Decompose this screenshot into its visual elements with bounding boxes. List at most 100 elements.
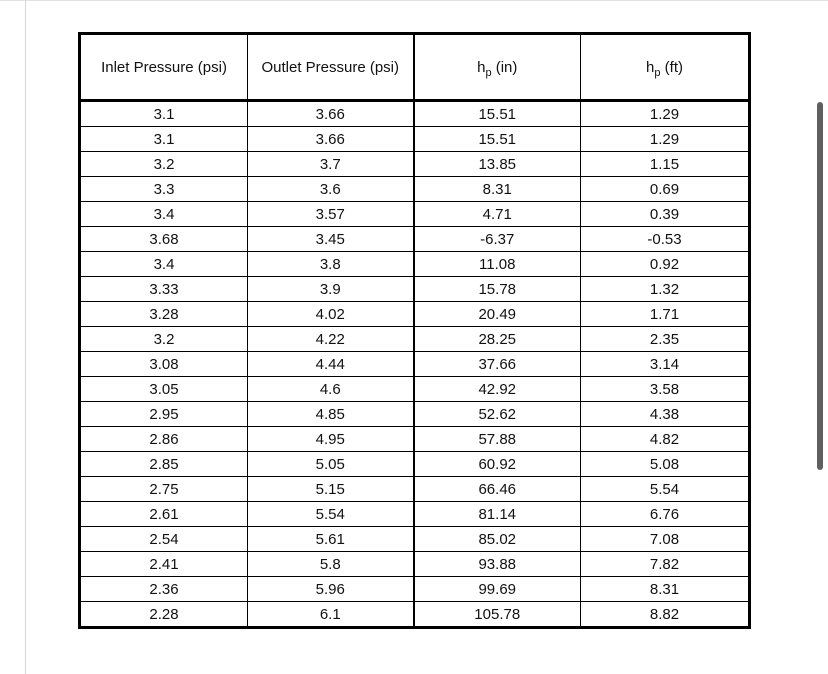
table-cell: 3.14 [580,351,750,377]
table-cell: 2.36 [79,576,248,602]
pressure-data-table: Inlet Pressure (psi) Outlet Pressure (ps… [78,32,751,629]
table-cell: 5.96 [247,576,414,602]
table-cell: 57.88 [412,426,581,452]
table-cell: 3.2 [79,151,248,177]
table-cell: 37.66 [412,351,581,377]
header-text: Inlet Pressure (psi) [101,58,227,76]
page-top-border [0,0,828,1]
page-left-border [25,0,26,674]
table-cell: 2.61 [79,501,248,527]
table-cell: 15.51 [412,100,581,127]
table-cell: 52.62 [412,401,581,427]
table-cell: 7.82 [580,551,750,577]
table-row: 2.85 5.05 60.92 5.08 [79,451,750,477]
table-cell: 4.82 [580,426,750,452]
table-cell: 15.78 [412,276,581,302]
table-row: 3.4 3.57 4.71 0.39 [79,201,750,227]
table-cell: 0.92 [580,251,750,277]
table-cell: 0.69 [580,176,750,202]
table-cell: 4.95 [247,426,414,452]
table-cell: 3.1 [79,126,248,152]
table-cell: 1.71 [580,301,750,327]
table-cell: 8.31 [580,576,750,602]
table-cell: 1.29 [580,126,750,152]
table-cell: 93.88 [412,551,581,577]
table-row: 2.61 5.54 81.14 6.76 [79,501,750,527]
table-cell: -6.37 [412,226,581,252]
table-row: 3.08 4.44 37.66 3.14 [79,351,750,377]
table-cell: 3.33 [79,276,248,302]
table-cell: 11.08 [412,251,581,277]
table-cell: 2.86 [79,426,248,452]
header-subscript: p [485,66,492,79]
table-cell: 81.14 [412,501,581,527]
table-cell: 2.28 [79,601,248,628]
table-cell: 20.49 [412,301,581,327]
table-cell: 3.57 [247,201,414,227]
table-cell: 1.32 [580,276,750,302]
table-cell: 8.31 [412,176,581,202]
table-row: 3.1 3.66 15.51 1.29 [79,126,750,152]
table-cell: 0.39 [580,201,750,227]
table-cell: 28.25 [412,326,581,352]
table-cell: 3.9 [247,276,414,302]
col-header-hp-ft: hp (ft) [580,33,750,102]
scrollbar-track[interactable] [812,0,828,674]
table-cell: 5.08 [580,451,750,477]
table-header-row: Inlet Pressure (psi) Outlet Pressure (ps… [79,33,750,102]
table-cell: 3.08 [79,351,248,377]
header-text: h [477,58,486,76]
table-cell: 5.8 [247,551,414,577]
table-row: 3.4 3.8 11.08 0.92 [79,251,750,277]
table-cell: 4.44 [247,351,414,377]
table-row: 2.36 5.96 99.69 8.31 [79,576,750,602]
table-row: 3.2 3.7 13.85 1.15 [79,151,750,177]
table-cell: 3.4 [79,251,248,277]
table-cell: 3.05 [79,376,248,402]
table-cell: 6.76 [580,501,750,527]
table-cell: 3.4 [79,201,248,227]
col-header-outlet-pressure: Outlet Pressure (psi) [247,33,414,102]
table-cell: 2.35 [580,326,750,352]
table-cell: 2.41 [79,551,248,577]
table-cell: 3.28 [79,301,248,327]
table-cell: 2.95 [79,401,248,427]
table-row: 3.2 4.22 28.25 2.35 [79,326,750,352]
table-cell: 3.1 [79,100,248,127]
table-row: 2.28 6.1 105.78 8.82 [79,601,750,628]
table-cell: 5.61 [247,526,414,552]
col-header-hp-in: hp (in) [412,33,581,102]
header-text: (ft) [660,58,683,76]
table-cell: 4.22 [247,326,414,352]
table-cell: 2.75 [79,476,248,502]
table-cell: 5.54 [580,476,750,502]
table-cell: 4.02 [247,301,414,327]
table-cell: 1.29 [580,100,750,127]
table-cell: 3.66 [247,100,414,127]
table-row: 3.28 4.02 20.49 1.71 [79,301,750,327]
header-subscript: p [654,66,661,79]
table-row: 2.75 5.15 66.46 5.54 [79,476,750,502]
table-cell: 4.38 [580,401,750,427]
scrollbar-thumb[interactable] [817,102,823,470]
table-cell: 3.2 [79,326,248,352]
table-cell: 5.15 [247,476,414,502]
table-cell: 7.08 [580,526,750,552]
table-cell: 3.3 [79,176,248,202]
table-cell: 99.69 [412,576,581,602]
table-cell: 8.82 [580,601,750,628]
table-cell: 42.92 [412,376,581,402]
header-text: (in) [491,58,518,76]
table-cell: 3.45 [247,226,414,252]
table-row: 3.33 3.9 15.78 1.32 [79,276,750,302]
table-cell: 105.78 [412,601,581,628]
table-cell: 3.8 [247,251,414,277]
table-row: 2.54 5.61 85.02 7.08 [79,526,750,552]
table-row: 2.86 4.95 57.88 4.82 [79,426,750,452]
table-cell: 3.58 [580,376,750,402]
table-body: 3.1 3.66 15.51 1.29 3.1 3.66 15.51 1.29 3.2 3.7 13… [79,100,750,628]
table-cell: 85.02 [412,526,581,552]
table-cell: 5.54 [247,501,414,527]
table-cell: 1.15 [580,151,750,177]
